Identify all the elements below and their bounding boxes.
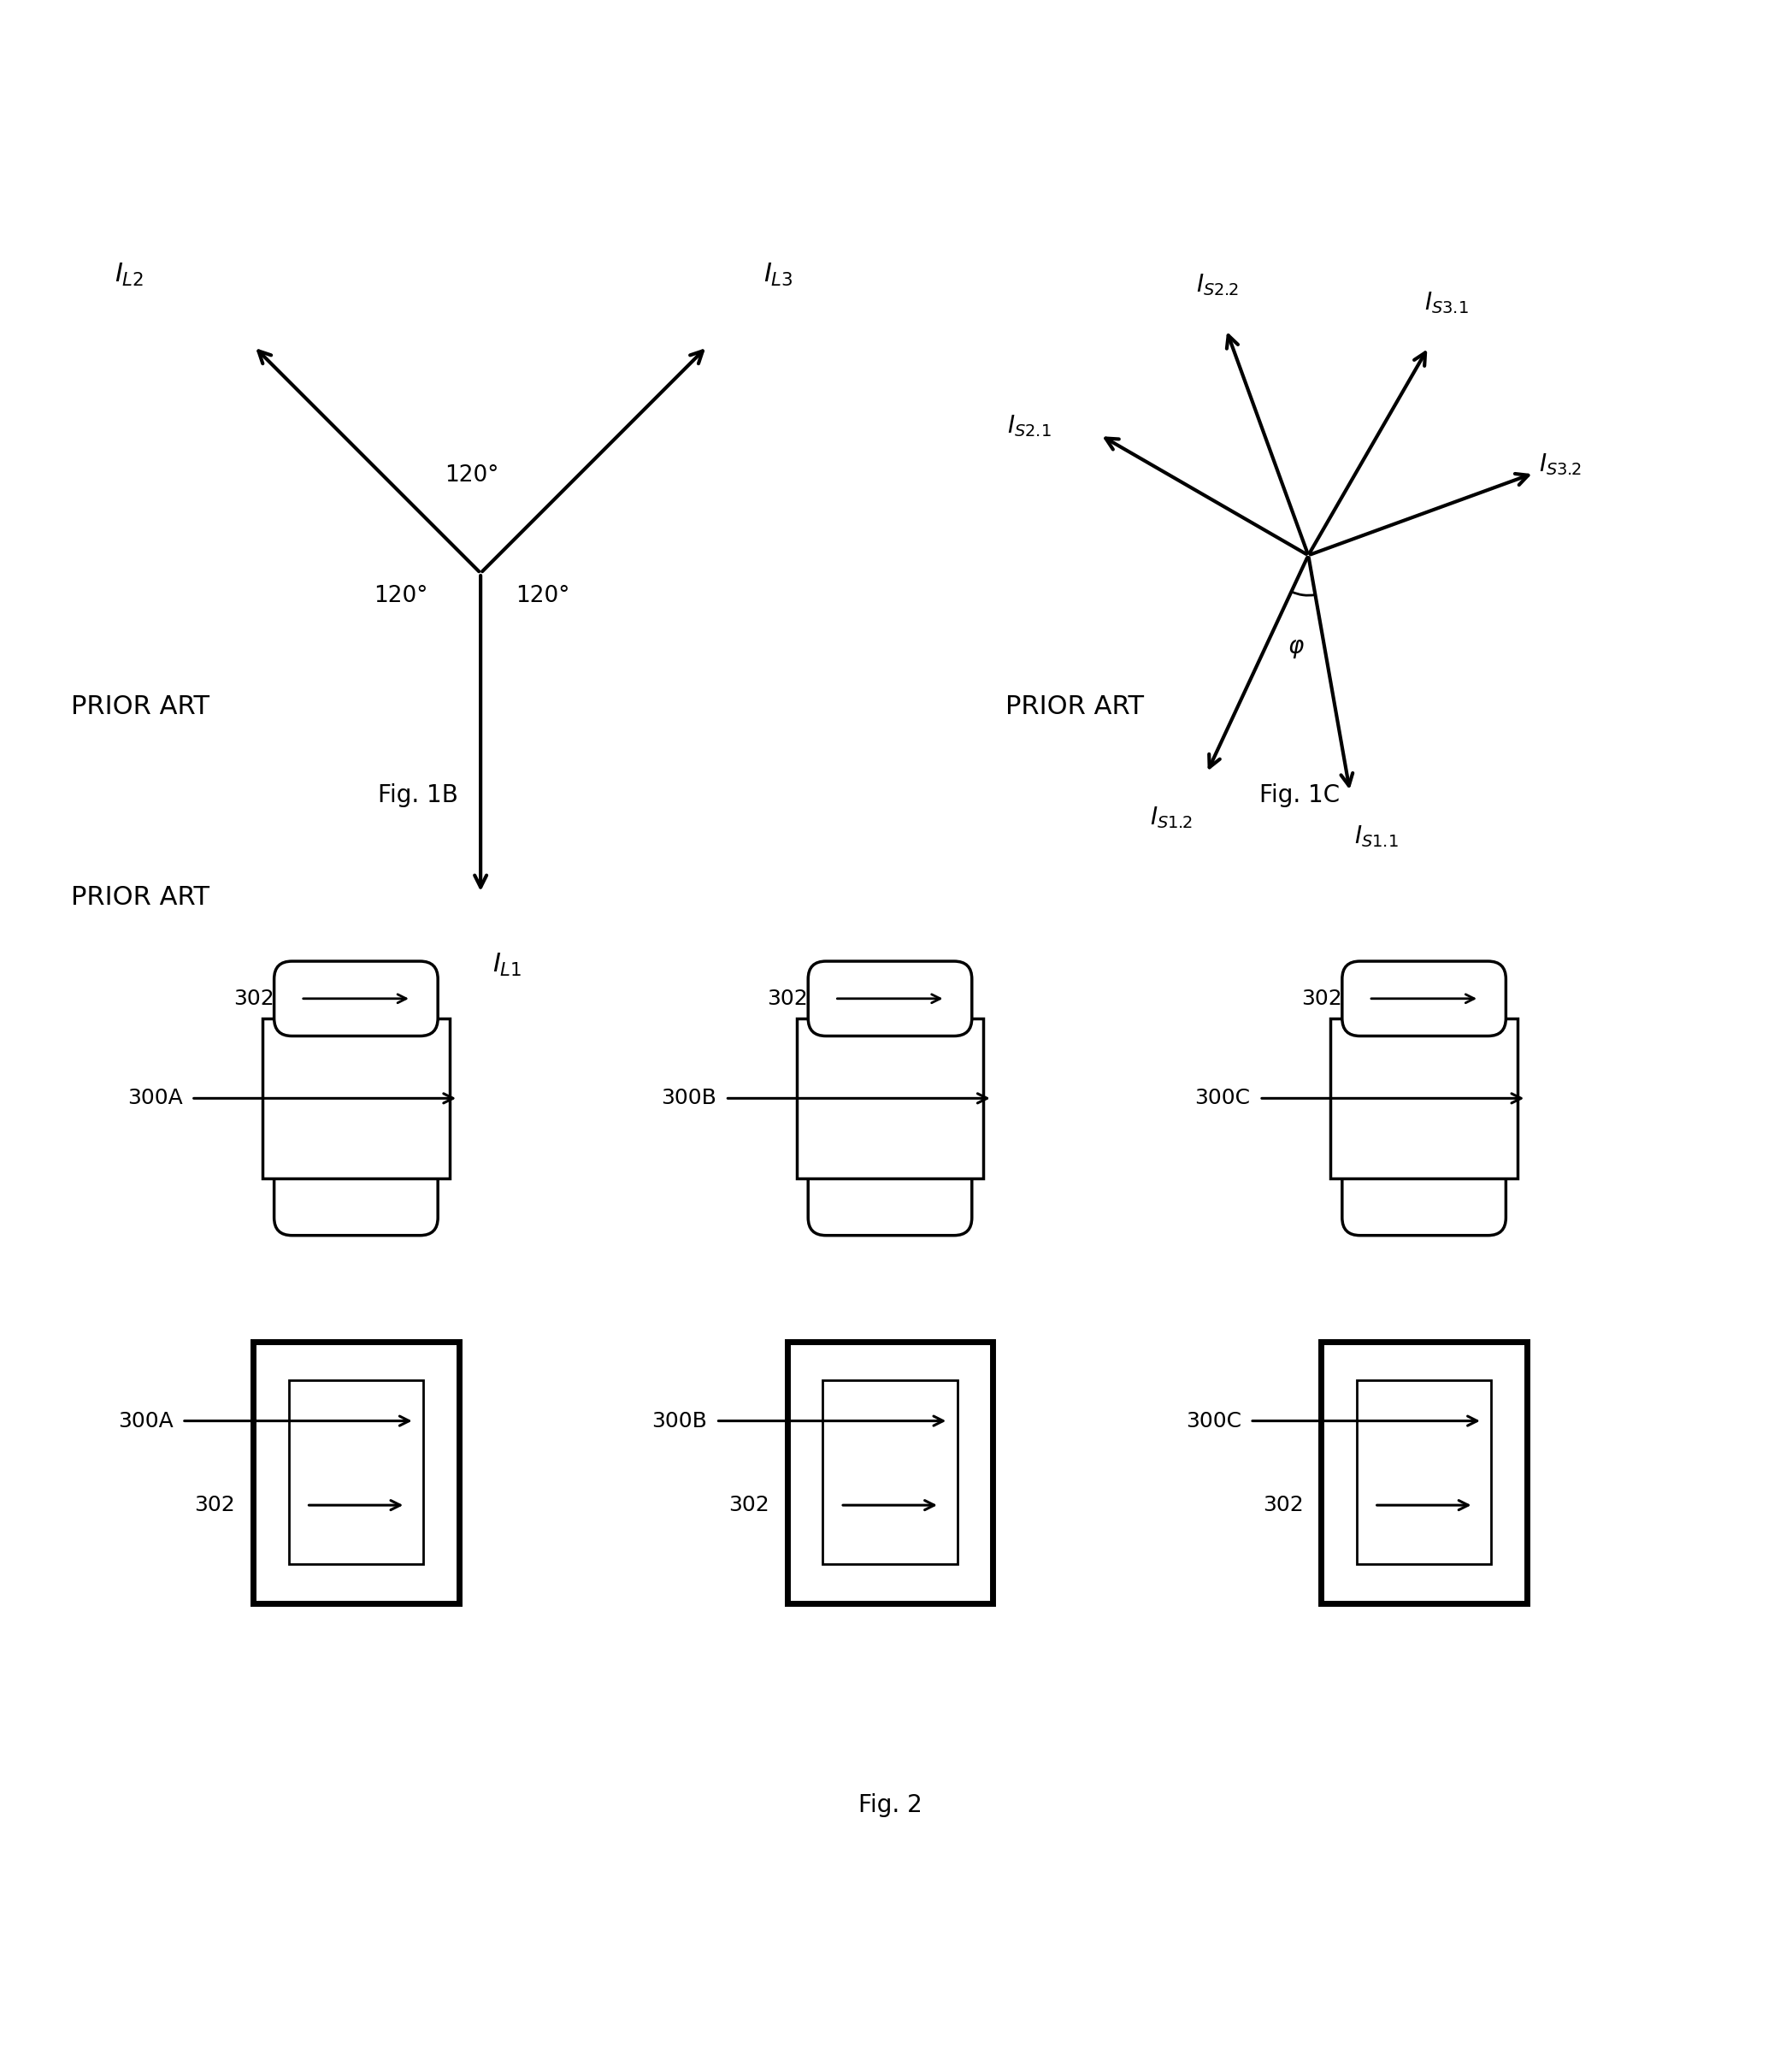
Text: PRIOR ART: PRIOR ART (71, 694, 210, 719)
Text: PRIOR ART: PRIOR ART (1006, 694, 1145, 719)
Bar (263, 1017, 450, 1179)
Text: 302: 302 (1262, 1494, 1303, 1515)
Text: Fig. 1B: Fig. 1B (377, 783, 459, 808)
Bar (288, 1380, 424, 1564)
Bar (1331, 1017, 1517, 1179)
Bar (1321, 1341, 1527, 1604)
FancyBboxPatch shape (274, 961, 438, 1036)
FancyBboxPatch shape (808, 1160, 972, 1235)
Text: $\mathit{I}_{S2.1}$: $\mathit{I}_{S2.1}$ (1007, 414, 1050, 439)
Text: PRIOR ART: PRIOR ART (71, 885, 210, 910)
Text: 300C: 300C (1185, 1411, 1241, 1432)
Text: $\mathit{I}_{S1.1}$: $\mathit{I}_{S1.1}$ (1355, 825, 1399, 850)
Text: 120°: 120° (445, 464, 498, 487)
Text: $\mathit{I}_{L1}$: $\mathit{I}_{L1}$ (493, 951, 522, 978)
Bar (1356, 1380, 1492, 1564)
Text: 300C: 300C (1194, 1088, 1250, 1109)
Text: 120°: 120° (374, 584, 427, 607)
Text: 302: 302 (194, 1494, 235, 1515)
Bar (797, 1017, 983, 1179)
Text: 300A: 300A (117, 1411, 173, 1432)
Text: $\varphi$: $\varphi$ (1287, 636, 1305, 659)
Text: 302: 302 (728, 1494, 769, 1515)
Text: Fig. 2: Fig. 2 (858, 1792, 922, 1817)
Text: $\mathit{I}_{S3.2}$: $\mathit{I}_{S3.2}$ (1540, 452, 1582, 477)
FancyBboxPatch shape (274, 1160, 438, 1235)
Text: 120°: 120° (516, 584, 570, 607)
Text: $\mathit{I}_{S1.2}$: $\mathit{I}_{S1.2}$ (1150, 804, 1193, 831)
Text: 302: 302 (1301, 988, 1342, 1009)
Text: 302: 302 (233, 988, 274, 1009)
Bar (822, 1380, 958, 1564)
Text: $\mathit{I}_{L2}$: $\mathit{I}_{L2}$ (114, 261, 144, 288)
Text: $\mathit{I}_{L3}$: $\mathit{I}_{L3}$ (764, 261, 794, 288)
Text: 300B: 300B (651, 1411, 707, 1432)
Text: 300A: 300A (126, 1088, 183, 1109)
FancyBboxPatch shape (1342, 961, 1506, 1036)
FancyBboxPatch shape (1342, 1160, 1506, 1235)
Text: 300B: 300B (660, 1088, 716, 1109)
Text: 302: 302 (767, 988, 808, 1009)
FancyBboxPatch shape (808, 961, 972, 1036)
Text: $\mathit{I}_{S3.1}$: $\mathit{I}_{S3.1}$ (1424, 290, 1468, 315)
Text: Fig. 1C: Fig. 1C (1258, 783, 1340, 808)
Bar (253, 1341, 459, 1604)
Bar (787, 1341, 993, 1604)
Text: $\mathit{I}_{S2.2}$: $\mathit{I}_{S2.2}$ (1196, 271, 1239, 298)
